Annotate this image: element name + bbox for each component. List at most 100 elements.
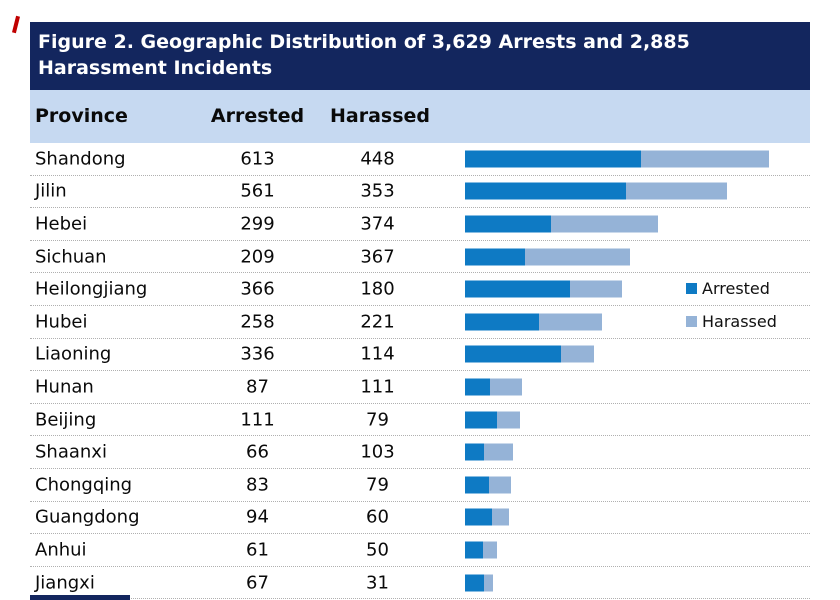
stacked-bar [465,248,810,266]
harassed-value: 31 [366,572,389,594]
legend-arrested-label: Arrested [702,279,770,298]
harassed-bar-segment [488,476,512,494]
arrested-value: 61 [246,539,269,561]
harassed-bar-segment [550,215,659,233]
stacked-bar [465,182,810,200]
arrested-value: 336 [240,343,275,365]
harassed-value: 221 [360,311,395,333]
arrested-value: 366 [240,278,275,300]
arrested-bar-segment [465,574,485,592]
stacked-bar [465,345,810,363]
arrested-value: 94 [246,506,269,528]
harassed-bar-segment [484,574,494,592]
province-label: Jiangxi [35,572,95,594]
table-row: Guangdong 94 60 [30,502,810,535]
figure-title: Figure 2. Geographic Distribution of 3,6… [30,22,810,90]
table-body: Arrested Harassed Shandong 613 448 Jilin 561… [30,143,810,600]
harassed-bar-segment [561,345,595,363]
table-row: Anhui 61 50 [30,534,810,567]
harassed-bar-segment [483,443,514,461]
arrested-bar-segment [465,443,484,461]
harassed-value: 103 [360,441,395,463]
figure-2: Figure 2. Geographic Distribution of 3,6… [30,22,810,600]
harassed-bar-segment [570,280,622,298]
arrested-bar-segment [465,280,571,298]
province-label: Jilin [35,180,67,202]
province-label: Anhui [35,539,87,561]
harassed-bar-segment [491,508,510,526]
harassed-value: 79 [366,474,389,496]
harassed-bar-segment [496,411,520,429]
table-row: Hebei 299 374 [30,208,810,241]
stacked-bar [465,541,810,559]
stacked-bar [465,574,810,592]
province-label: Sichuan [35,246,107,268]
arrested-value: 209 [240,246,275,268]
arrested-value: 67 [246,572,269,594]
arrested-bar-segment [465,541,483,559]
stacked-bar [465,443,810,461]
column-header-harassed: Harassed [330,105,431,127]
harassed-bar-segment [524,248,631,266]
province-label: Hubei [35,311,88,333]
arrested-bar-segment [465,313,540,331]
arrested-value: 83 [246,474,269,496]
province-label: Shaanxi [35,441,107,463]
harassed-bar-segment [539,313,603,331]
arrested-value: 111 [240,409,275,431]
harassed-bar-segment [482,541,497,559]
harassed-value: 60 [366,506,389,528]
table-row: Jiangxi 67 31 [30,567,810,600]
next-section-edge [30,595,130,600]
stacked-bar [465,476,810,494]
arrested-bar-segment [465,345,562,363]
stacked-bar [465,411,810,429]
stacked-bar [465,313,810,331]
arrested-bar-segment [465,508,492,526]
harassed-bar-segment [626,182,728,200]
stacked-bar [465,508,810,526]
column-header-arrested: Arrested [210,105,305,127]
arrested-bar-segment [465,150,641,168]
province-label: Shandong [35,148,126,170]
harassed-value: 353 [360,180,395,202]
table-row: Shandong 613 448 [30,143,810,176]
legend-harassed-label: Harassed [702,312,777,331]
arrested-bar-segment [465,378,490,396]
legend-item-arrested: Arrested [686,279,770,298]
province-label: Guangdong [35,506,140,528]
arrested-bar-segment [465,476,489,494]
province-label: Hunan [35,376,94,398]
province-label: Hebei [35,213,88,235]
stacked-bar [465,150,810,168]
arrested-swatch-icon [686,283,697,294]
table-row: Hubei 258 221 [30,306,810,339]
harassed-bar-segment [640,150,770,168]
harassed-bar-segment [489,378,522,396]
harassed-value: 79 [366,409,389,431]
arrested-value: 561 [240,180,275,202]
arrested-value: 258 [240,311,275,333]
stacked-bar [465,280,810,298]
harassed-value: 374 [360,213,395,235]
province-label: Liaoning [35,343,112,365]
harassed-value: 180 [360,278,395,300]
harassed-value: 448 [360,148,395,170]
harassed-value: 111 [360,376,395,398]
table-row: Shaanxi 66 103 [30,436,810,469]
legend-item-harassed: Harassed [686,312,777,331]
harassed-value: 50 [366,539,389,561]
harassed-value: 114 [360,343,395,365]
arrested-bar-segment [465,182,626,200]
table-row: Hunan 87 111 [30,371,810,404]
table-header-row: Province Arrested Harassed [30,90,810,143]
province-label: Chongqing [35,474,133,496]
red-artifact-mark [12,15,20,34]
stacked-bar [465,378,810,396]
arrested-value: 66 [246,441,269,463]
arrested-value: 613 [240,148,275,170]
stacked-bar [465,215,810,233]
arrested-bar-segment [465,215,551,233]
table-row: Sichuan 209 367 [30,241,810,274]
harassed-swatch-icon [686,316,697,327]
